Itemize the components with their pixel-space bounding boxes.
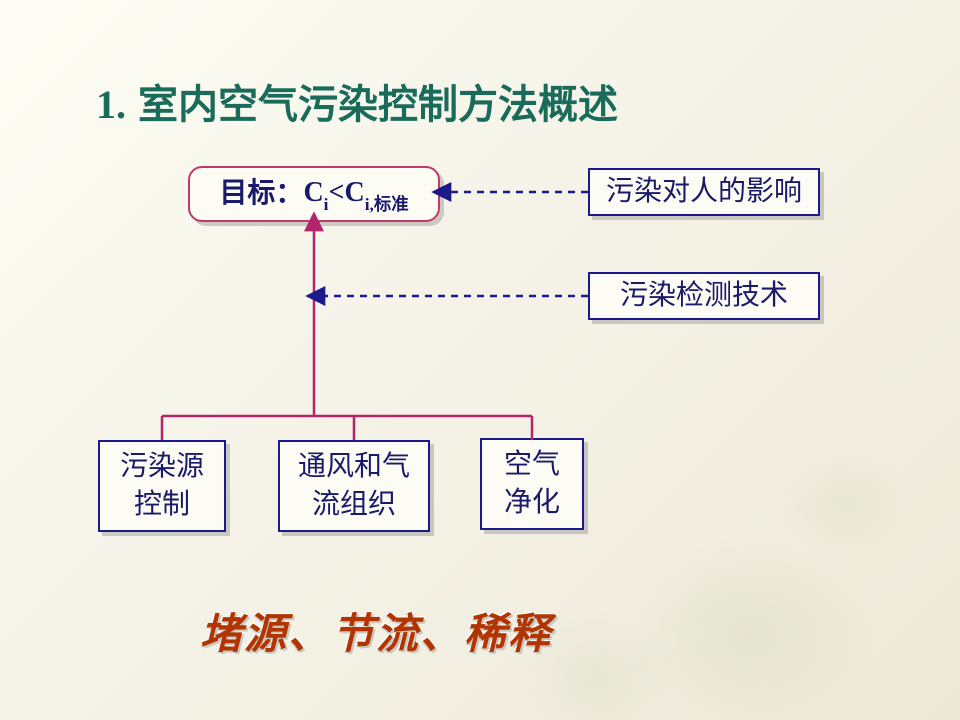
side-box-human-impact: 污染对人的影响 xyxy=(588,168,820,216)
slide-title: 1. 室内空气污染控制方法概述 xyxy=(96,72,618,130)
goal-prefix: 目标： xyxy=(219,175,303,213)
b1-line1: 污染源 xyxy=(120,448,204,486)
title-number: 1. xyxy=(96,82,126,127)
side-box-detection-tech: 污染检测技术 xyxy=(588,272,820,320)
summary-label: 堵源、节流、稀释 xyxy=(200,612,552,658)
title-text: 室内空气污染控制方法概述 xyxy=(138,82,618,127)
summary-text: 堵源、节流、稀释 xyxy=(200,600,552,661)
b1-line2: 控制 xyxy=(120,486,204,524)
b2-line1: 通风和气 xyxy=(298,448,410,486)
method-box-air-clean: 空气 净化 xyxy=(480,438,584,530)
method-box-ventilation: 通风和气 流组织 xyxy=(278,440,430,532)
b2-line2: 流组织 xyxy=(298,486,410,524)
b3-line2: 净化 xyxy=(504,484,560,522)
b3-line1: 空气 xyxy=(504,446,560,484)
goal-box: 目标：Ci<Ci,标准 xyxy=(188,166,440,222)
method-box-source-control: 污染源 控制 xyxy=(98,440,226,532)
side-mid-label: 污染检测技术 xyxy=(620,277,788,315)
side-top-label: 污染对人的影响 xyxy=(606,173,802,211)
goal-formula: Ci<Ci,标准 xyxy=(303,174,408,214)
